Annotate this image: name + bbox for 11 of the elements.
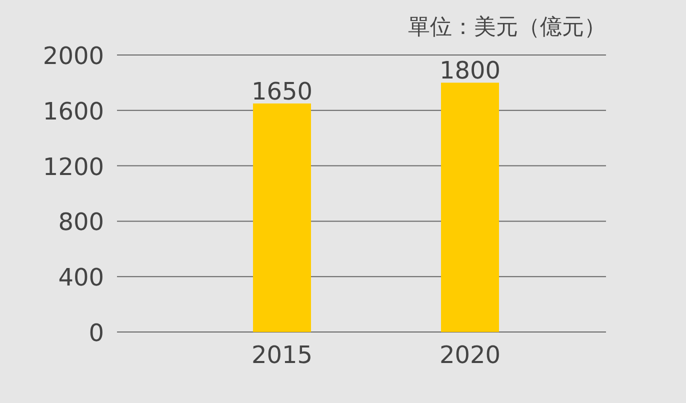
y-tick-label: 1200 <box>42 152 104 181</box>
y-tick-label: 2000 <box>42 42 104 70</box>
y-tick-label: 1600 <box>42 97 104 126</box>
data-label: 1650 <box>251 77 313 106</box>
y-axis-title: 單位：美元（億元） <box>408 15 606 40</box>
y-tick-label: 0 <box>88 319 104 347</box>
data-label: 1800 <box>439 56 501 85</box>
y-tick-label: 800 <box>58 208 104 236</box>
y-tick-label: 400 <box>58 264 104 292</box>
x-tick-label: 2020 <box>439 341 501 369</box>
x-tick-label: 2015 <box>251 341 313 369</box>
